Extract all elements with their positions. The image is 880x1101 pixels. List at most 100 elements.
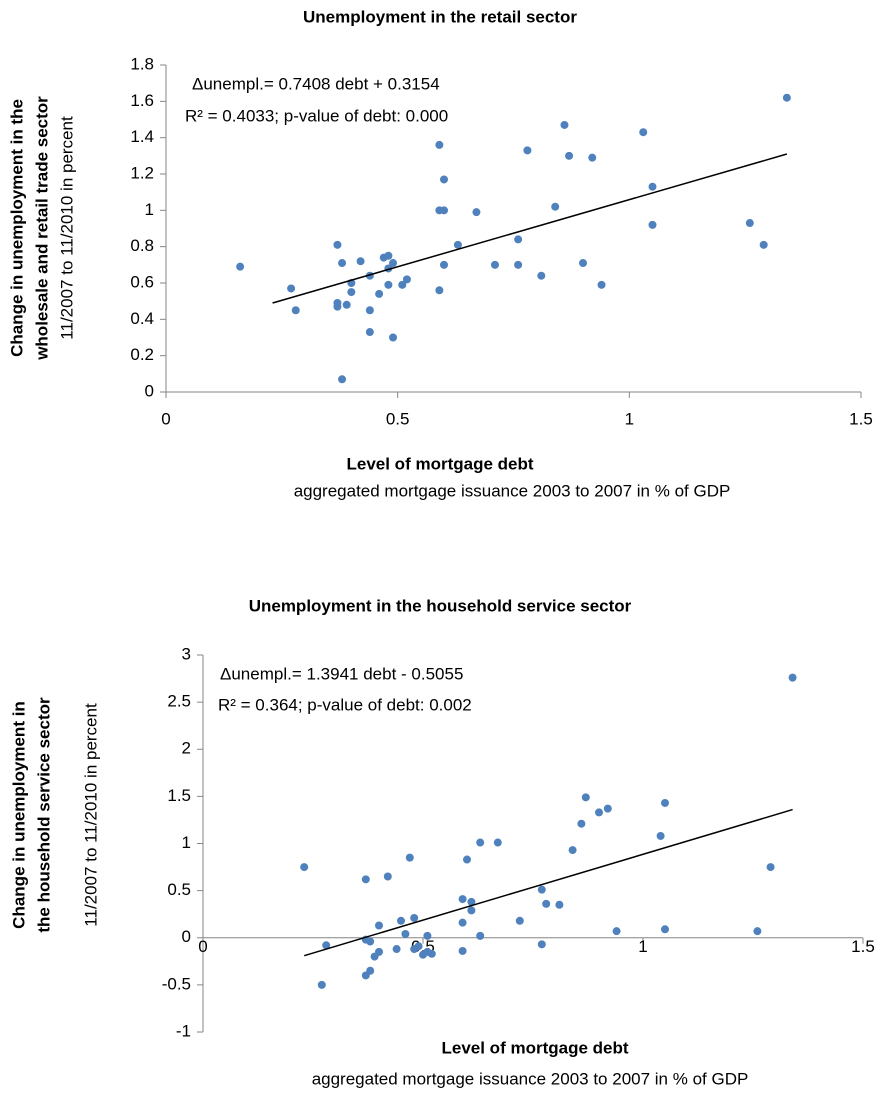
point [588,153,597,162]
y-tick-label: 1.8 [130,54,154,73]
x-tick-label: 0.5 [386,409,410,428]
point [333,240,342,249]
point [453,240,462,249]
point [579,259,587,268]
point [577,819,586,828]
point [287,284,296,293]
point [788,673,797,682]
point [555,900,564,909]
point [401,929,410,938]
point [597,280,606,289]
point [766,863,775,872]
annotation: R² = 0.4033; p-value of debt: 0.000 [185,106,448,125]
point [523,146,532,155]
y-tick-label: 0.2 [130,345,154,364]
point [384,280,393,289]
point [612,927,621,936]
point [537,940,546,949]
point [490,260,499,269]
point [514,235,523,244]
point [759,240,768,249]
point [515,916,524,925]
x-tick-label: 1.5 [851,937,875,956]
chart-title: Unemployment in the retail sector [303,7,577,26]
y-tick-label: 2.5 [167,692,191,711]
point [440,175,448,184]
point [493,838,502,847]
point [365,328,374,337]
point [661,925,669,934]
y-axis-title: Change in unemployment in the [7,99,26,357]
point [435,140,444,149]
point [551,202,560,211]
x-tick-label: 1.5 [849,409,873,428]
y-tick-label: 2 [182,739,191,758]
y-tick-label: 1.6 [130,91,154,110]
point [656,831,665,840]
point [639,128,648,137]
point [398,280,407,289]
y-axis-note: 11/2007 to 11/2010 in percent [81,703,100,927]
y-tick-label: 1 [182,833,191,852]
point [389,333,398,342]
y-axis-title: wholesale and retail trade sector [32,96,51,361]
point [423,931,432,940]
point [392,945,401,954]
point [514,260,523,269]
point [300,863,309,872]
point [595,808,603,817]
point [397,916,405,925]
y-tick-label: 0.4 [130,309,154,328]
point [333,302,342,311]
point [648,220,657,229]
y-tick-label: 1.2 [130,163,154,182]
trendline [303,808,793,957]
point [458,946,467,955]
point [236,262,245,271]
y-tick-label: 0 [182,927,191,946]
point [568,846,577,855]
point [648,182,657,191]
point [375,947,383,956]
x-axis-note: aggregated mortgage issuance 2003 to 200… [294,481,731,500]
x-tick-label: 0 [198,937,207,956]
point [537,271,546,280]
point [317,980,326,989]
point [402,275,411,284]
point [440,260,448,269]
point [542,899,551,908]
x-axis-title: Level of mortgage debt [441,1038,628,1057]
point [389,259,398,268]
y-tick-label: -0.5 [162,974,191,993]
point [476,931,485,940]
point [383,872,392,881]
point [384,251,393,260]
y-tick-label: 0 [145,381,154,400]
x-tick-label: 1 [638,937,647,956]
point [782,93,791,102]
point [458,918,467,927]
point [291,306,300,315]
y-axis-title: Change in unemployment in [9,701,28,929]
point [322,941,331,950]
point [537,885,546,894]
y-tick-label: 1.5 [167,786,191,805]
point [366,937,375,946]
point [375,921,383,930]
point [661,798,669,807]
point [435,286,444,295]
point [458,895,467,904]
y-tick-label: 1.4 [130,127,154,146]
point [476,838,485,847]
annotation: Δunempl.= 0.7408 debt + 0.3154 [192,74,440,93]
point [405,853,414,862]
point [427,949,436,958]
point [581,793,590,802]
point [440,206,448,215]
y-axis-title: the household service sector [34,697,53,933]
y-tick-label: -1 [176,1021,191,1040]
y-axis-note: 11/2007 to 11/2010 in percent [57,116,76,340]
point [560,120,569,129]
point [361,875,370,884]
